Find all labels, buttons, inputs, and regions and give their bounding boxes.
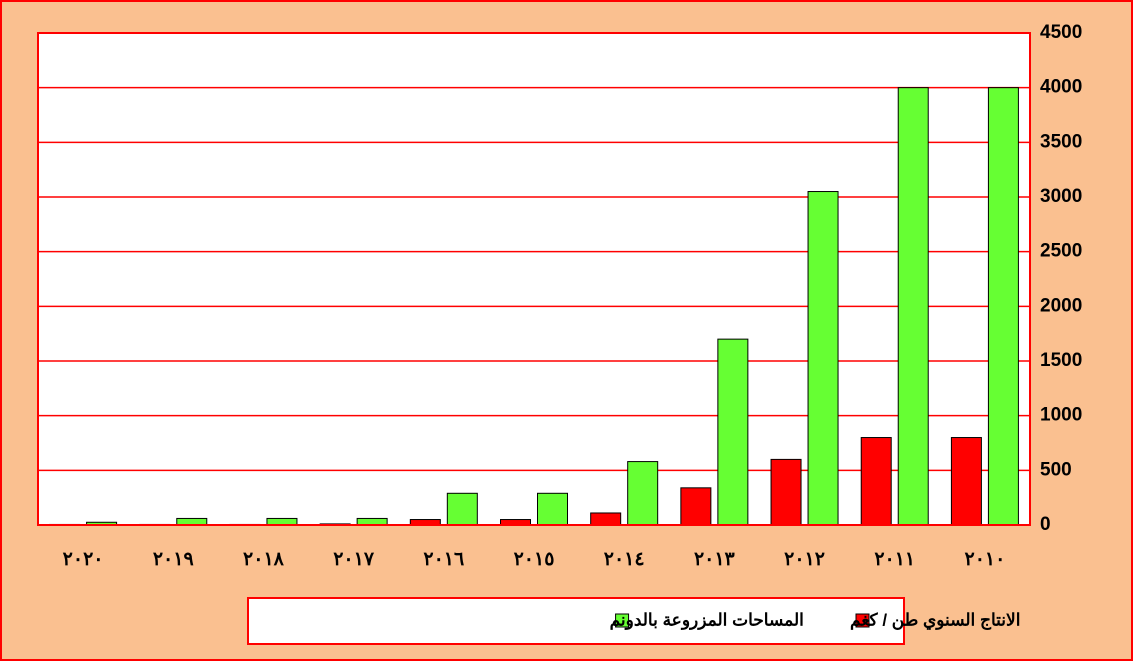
legend-swatch bbox=[855, 613, 870, 628]
bar bbox=[807, 191, 839, 526]
bar bbox=[717, 338, 749, 526]
bar bbox=[987, 87, 1019, 526]
legend-box bbox=[247, 597, 905, 645]
bar bbox=[680, 487, 712, 526]
y-tick-label: 4500 bbox=[1040, 22, 1082, 43]
x-tick-label: ٢٠١٥ bbox=[514, 549, 555, 570]
y-tick-label: 500 bbox=[1040, 459, 1072, 480]
y-tick-label: 2000 bbox=[1040, 295, 1082, 316]
x-tick-label: ٢٠١٠ bbox=[964, 549, 1005, 570]
y-tick-label: 2500 bbox=[1040, 241, 1082, 262]
x-tick-label: ٢٠١٣ bbox=[694, 549, 736, 570]
legend-swatch bbox=[615, 613, 630, 628]
x-tick-label: ٢٠١٤ bbox=[604, 549, 645, 570]
x-tick-label: ٢٠١٦ bbox=[423, 549, 464, 570]
bar bbox=[770, 458, 802, 526]
x-tick-label: ٢٠١٧ bbox=[333, 549, 375, 570]
bar bbox=[590, 512, 622, 526]
y-tick-label: 1500 bbox=[1040, 350, 1082, 371]
bar bbox=[950, 437, 982, 526]
x-tick-label: ٢٠١٨ bbox=[243, 549, 285, 570]
legend-label: المساحات المزروعة بالدونم bbox=[610, 610, 804, 630]
legend-label: الانتاج السنوي طن / كغم bbox=[850, 610, 1020, 630]
bar bbox=[537, 492, 568, 526]
x-tick-label: ٢٠١٢ bbox=[784, 549, 825, 570]
y-tick-label: 3500 bbox=[1040, 131, 1082, 152]
y-tick-label: 1000 bbox=[1040, 405, 1082, 426]
x-tick-label: ٢٠١١ bbox=[874, 549, 915, 570]
x-tick-label: ٢٠٢٠ bbox=[63, 549, 104, 570]
bar bbox=[627, 461, 659, 526]
bar bbox=[860, 437, 892, 526]
y-tick-label: 0 bbox=[1040, 514, 1051, 535]
y-tick-label: 3000 bbox=[1040, 186, 1082, 207]
bar bbox=[897, 87, 929, 526]
y-tick-label: 4000 bbox=[1040, 77, 1082, 98]
bar bbox=[446, 492, 478, 526]
x-tick-label: ٢٠١٩ bbox=[153, 549, 194, 570]
plot-border bbox=[37, 32, 1031, 526]
